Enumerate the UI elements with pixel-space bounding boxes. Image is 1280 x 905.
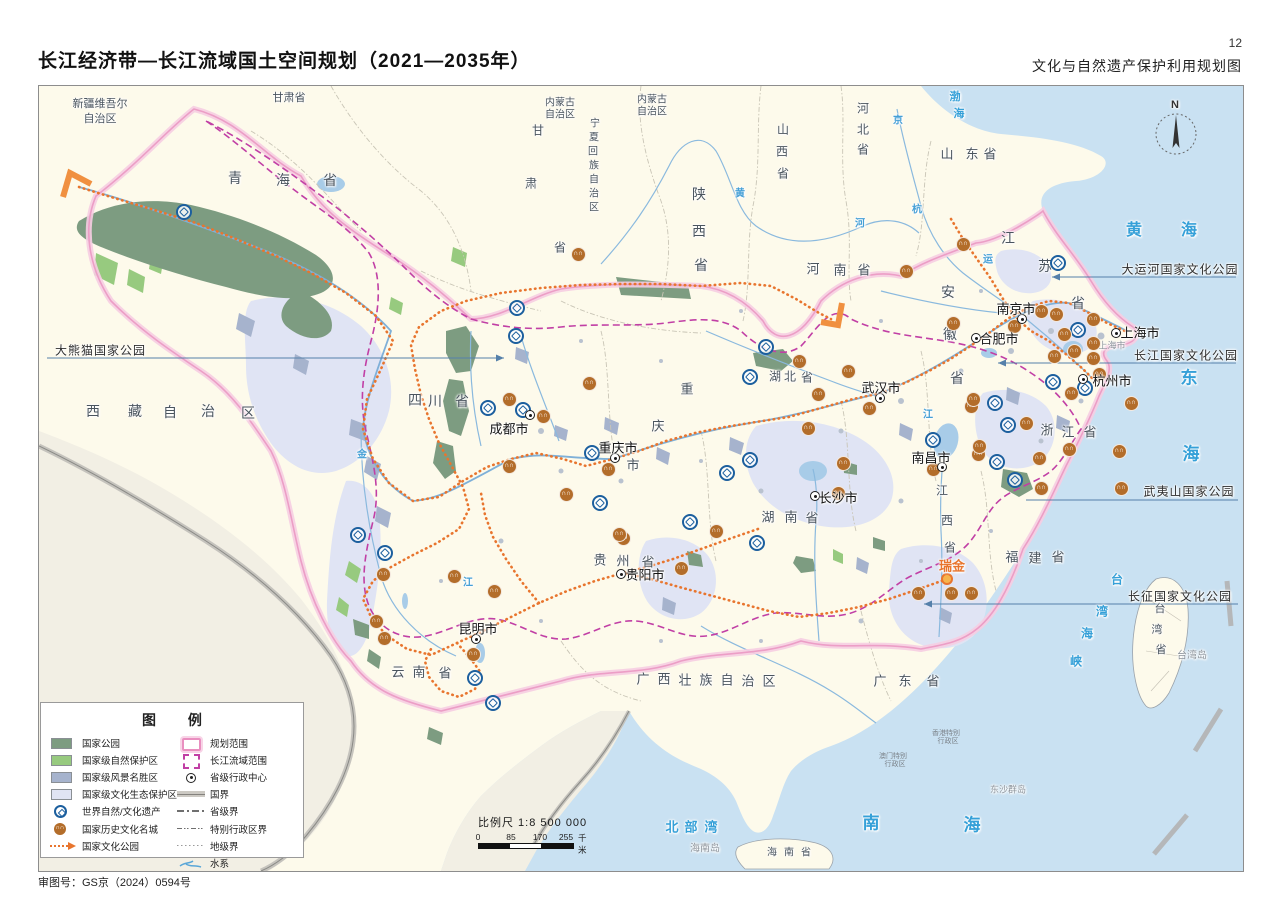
cultural-ecology-zones — [244, 249, 1097, 657]
sea-area — [441, 86, 1243, 871]
legend-label: 国家级自然保护区 — [82, 755, 159, 767]
cultural-park-routes — [77, 185, 1127, 699]
border-national-icon — [177, 786, 206, 802]
legend-label: 国家文化公园 — [82, 841, 140, 853]
swatch-icon — [49, 735, 77, 751]
planning-scope-boundary-core — [88, 108, 1138, 712]
route-icon — [49, 838, 77, 854]
scale-bar-graphic — [478, 843, 574, 849]
legend-label: 规划范围 — [210, 738, 249, 750]
legend-label: 水系 — [210, 858, 230, 870]
scale-ticks: 0 85 170 255 千米 — [475, 832, 587, 855]
legend-row: 国家历史文化名城 — [49, 820, 177, 837]
scale-tick: 170 — [532, 832, 548, 842]
legend-label: 国界 — [210, 790, 230, 802]
scale-tick: 0 — [475, 832, 481, 842]
scenic-areas — [236, 313, 1070, 624]
legend-column-left: 国家公园国家级自然保护区国家级风景名胜区国家级文化生态保护区世界自然/文化遗产国… — [49, 734, 177, 872]
basin-icon — [177, 752, 205, 769]
legend-column-right: 规划范围长江流域范围 省级行政中心 国界省级界特别行政区界 地级界水系 — [177, 734, 299, 872]
legend-row: 国家级风景名胜区 — [49, 768, 177, 785]
swatch-icon — [49, 752, 77, 768]
page-number: 12 — [1228, 36, 1242, 50]
legend-label: 地级界 — [210, 841, 239, 853]
legend-label: 长江流域范围 — [210, 755, 268, 767]
yangtze-basin-boundary — [205, 120, 1082, 640]
heritage-icon — [49, 803, 77, 819]
legend-row: 国界 — [177, 786, 299, 803]
legend-row: 长江流域范围 — [177, 751, 299, 769]
legend-row: 国家级文化生态保护区 — [49, 786, 177, 803]
river-icon — [177, 855, 205, 871]
legend-row: 省级界 — [177, 803, 299, 820]
border-sar-icon — [177, 821, 206, 837]
legend-label: 省级界 — [210, 807, 239, 819]
legend-row: 国家文化公园 — [49, 837, 177, 854]
page-title: 长江经济带—长江流域国土空间规划（2021—2035年） — [38, 51, 531, 72]
taiwan-island — [1132, 577, 1189, 709]
plan-icon — [177, 735, 205, 751]
urban-areas — [439, 289, 1105, 643]
city-icon — [49, 821, 77, 837]
scale-tick: 85 — [506, 832, 516, 842]
border-pref-icon — [177, 838, 206, 854]
swatch-icon — [49, 769, 77, 785]
legend-label: 国家公园 — [82, 738, 121, 750]
route-arrows — [60, 168, 845, 329]
legend-row: 世界自然/文化遗产 — [49, 803, 177, 820]
legend-label: 特别行政区界 — [210, 824, 268, 836]
legend-row: 国家级自然保护区 — [49, 751, 177, 768]
boundary-dash-segments — [1152, 580, 1234, 856]
legend-row: 国家公园 — [49, 734, 177, 751]
legend-row: 水系 — [177, 854, 299, 871]
foreign-land-vietnam — [441, 711, 629, 871]
legend-label: 国家历史文化名城 — [82, 824, 159, 836]
compass — [1155, 113, 1197, 155]
capital-icon — [177, 769, 205, 785]
scale-unit: 千米 — [578, 833, 587, 855]
legend-title: 图 例 — [142, 712, 216, 728]
scale-tick: 255 — [558, 832, 574, 842]
legend-row: 地级界 — [177, 837, 299, 854]
legend-row: 省级行政中心 — [177, 768, 299, 785]
legend-label: 省级行政中心 — [210, 772, 268, 784]
legend: 图 例 国家公园国家级自然保护区 国家级风景名胜区国家级文化生态保护区 世界自然/文… — [40, 702, 304, 870]
scale-label: 比例尺 1:8 500 000 — [478, 817, 588, 829]
legend-label: 世界自然/文化遗产 — [82, 807, 161, 819]
scale-bar: 比例尺 1:8 500 000 0 85 170 255 千米 — [475, 814, 588, 855]
border-prov-icon — [177, 803, 206, 819]
map-subtitle: 文化与自然遗产保护利用规划图 — [1032, 58, 1242, 74]
hainan-island — [735, 838, 834, 870]
legend-row: 特别行政区界 — [177, 820, 299, 837]
legend-label: 国家级文化生态保护区 — [82, 790, 178, 802]
legend-columns: 国家公园国家级自然保护区国家级风景名胜区国家级文化生态保护区世界自然/文化遗产国… — [41, 730, 303, 872]
swatch-icon — [49, 786, 77, 802]
legend-label: 国家级风景名胜区 — [82, 772, 159, 784]
national-border — [39, 443, 631, 871]
approval-number: 审图号：GS京（2024）0594号 — [38, 877, 191, 889]
legend-row: 规划范围 — [177, 734, 299, 751]
